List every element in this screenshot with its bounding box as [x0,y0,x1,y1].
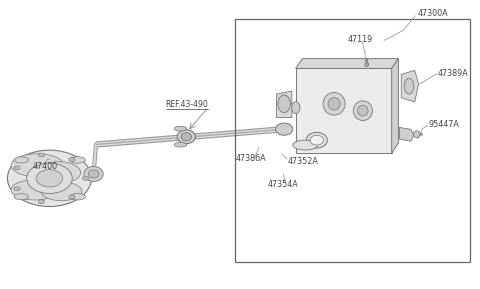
Ellipse shape [358,105,368,116]
Ellipse shape [14,194,28,200]
Ellipse shape [36,170,62,187]
Ellipse shape [366,59,368,62]
Ellipse shape [177,130,195,144]
Text: 47119: 47119 [348,35,373,45]
Ellipse shape [26,163,72,194]
Ellipse shape [413,131,420,138]
Ellipse shape [291,102,300,114]
Ellipse shape [365,62,369,66]
Bar [235,19,470,262]
Text: 47400: 47400 [33,162,58,171]
Ellipse shape [7,150,91,206]
Polygon shape [296,59,398,68]
Ellipse shape [14,157,28,163]
Ellipse shape [88,170,99,178]
Ellipse shape [328,98,340,110]
Ellipse shape [41,182,82,201]
Polygon shape [399,127,414,141]
Ellipse shape [14,166,20,170]
Text: 47386A: 47386A [235,154,266,164]
Polygon shape [392,59,398,153]
Ellipse shape [293,140,318,150]
Ellipse shape [353,101,372,121]
Ellipse shape [84,166,103,181]
Ellipse shape [83,176,88,180]
Polygon shape [401,71,419,102]
Ellipse shape [70,157,85,163]
Text: 47300A: 47300A [418,9,448,18]
Ellipse shape [37,162,81,183]
Ellipse shape [181,133,192,141]
Ellipse shape [306,132,327,148]
Text: 47352A: 47352A [288,157,319,166]
Polygon shape [296,68,392,153]
Ellipse shape [174,126,187,131]
Ellipse shape [310,135,324,145]
Ellipse shape [11,180,59,200]
Polygon shape [276,91,292,118]
Ellipse shape [276,123,293,135]
Ellipse shape [70,193,85,200]
Ellipse shape [278,95,290,113]
Ellipse shape [69,158,75,162]
Ellipse shape [323,92,345,115]
Text: 47389A: 47389A [438,69,468,78]
Ellipse shape [404,78,414,94]
Ellipse shape [420,133,422,136]
Text: REF.43-490: REF.43-490 [166,99,208,109]
Ellipse shape [11,154,64,177]
Text: 95447A: 95447A [429,120,459,129]
Ellipse shape [38,153,45,157]
Ellipse shape [69,195,75,199]
Ellipse shape [14,187,20,191]
Ellipse shape [38,200,45,203]
Ellipse shape [174,142,187,147]
Text: 47354A: 47354A [268,180,299,190]
